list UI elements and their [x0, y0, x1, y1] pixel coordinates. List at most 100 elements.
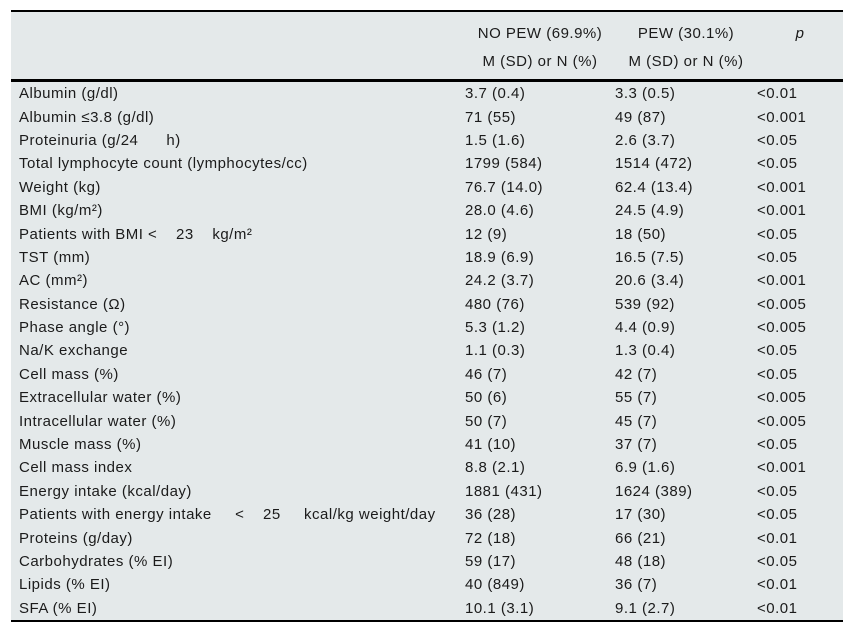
cell-pew-value: 62.4 (13.4)	[615, 178, 694, 196]
table-row: SFA (% EI) 10.1 (3.1) 9.1 (2.7) <0.01	[11, 597, 843, 621]
row-label: Total lymphocyte count (lymphocytes/cc)	[19, 155, 308, 173]
row-label: Patients with energy intake < 25 kcal/kg…	[19, 506, 436, 524]
cell-no-pew-value: 1.5 (1.6)	[465, 131, 526, 149]
header-empty-cell	[11, 11, 465, 48]
cell-pew-value: 16.5 (7.5)	[615, 248, 685, 266]
pew-comparison-table: NO PEW (69.9%) PEW (30.1%) p M (SD) or N…	[11, 10, 843, 622]
cell-p-value: <0.01	[757, 576, 798, 594]
table-row: Muscle mass (%) 41 (10) 37 (7) <0.05	[11, 433, 843, 456]
cell-p-value: <0.05	[757, 482, 798, 500]
row-label: Proteins (g/day)	[19, 529, 133, 547]
row-label: Carbohydrates (% EI)	[19, 553, 174, 570]
row-label: Albumin (g/dl)	[19, 85, 119, 103]
row-label: Lipids (% EI)	[19, 576, 111, 594]
row-label: Proteinuria (g/24 h)	[19, 131, 181, 149]
cell-p-value: <0.001	[757, 459, 807, 477]
cell-p-value: <0.05	[757, 131, 798, 149]
table-row: Patients with BMI < 23 kg/m² 12 (9) 18 (…	[11, 222, 843, 245]
cell-pew-value: 36 (7)	[615, 576, 658, 594]
cell-pew-value: 17 (30)	[615, 506, 667, 524]
row-label: Phase angle (°)	[19, 319, 131, 337]
header-row-groups: NO PEW (69.9%) PEW (30.1%) p	[11, 11, 843, 48]
cell-no-pew-value: 71 (55)	[465, 108, 517, 126]
table-row: Intracellular water (%) 50 (7) 45 (7) <0…	[11, 409, 843, 432]
cell-no-pew-value: 46 (7)	[465, 365, 508, 383]
table-row: Extracellular water (%) 50 (6) 55 (7) <0…	[11, 386, 843, 409]
cell-pew-value: 48 (18)	[615, 553, 667, 570]
cell-no-pew-value: 36 (28)	[465, 506, 517, 524]
cell-no-pew-value: 10.1 (3.1)	[465, 599, 535, 617]
table-row: Patients with energy intake < 25 kcal/kg…	[11, 503, 843, 526]
cell-pew-value: 42 (7)	[615, 365, 658, 383]
cell-p-value: <0.001	[757, 272, 807, 290]
cell-p-value: <0.05	[757, 553, 798, 570]
table-row: Cell mass index 8.8 (2.1) 6.9 (1.6) <0.0…	[11, 456, 843, 479]
cell-no-pew-value: 24.2 (3.7)	[465, 272, 535, 290]
cell-pew-value: 6.9 (1.6)	[615, 459, 676, 477]
cell-pew-value: 3.3 (0.5)	[615, 85, 676, 103]
cell-pew-value: 66 (21)	[615, 529, 667, 547]
cell-pew-value: 1514 (472)	[615, 155, 693, 173]
row-label: Energy intake (kcal/day)	[19, 482, 192, 500]
table-row: BMI (kg/m²) 28.0 (4.6) 24.5 (4.9) <0.001	[11, 199, 843, 222]
cell-pew-value: 1.3 (0.4)	[615, 342, 676, 360]
row-label: AC (mm²)	[19, 272, 88, 290]
header-p-sub-empty	[757, 48, 843, 81]
cell-no-pew-value: 28.0 (4.6)	[465, 202, 535, 220]
cell-p-value: <0.05	[757, 248, 798, 266]
cell-no-pew-value: 12 (9)	[465, 225, 508, 243]
cell-p-value: <0.005	[757, 319, 807, 337]
row-label: Na/K exchange	[19, 342, 129, 360]
cell-p-value: <0.05	[757, 506, 798, 524]
cell-no-pew-value: 72 (18)	[465, 529, 517, 547]
row-label: Intracellular water (%)	[19, 412, 177, 430]
header-p: p	[795, 24, 805, 42]
cell-no-pew-value: 41 (10)	[465, 436, 517, 454]
cell-pew-value: 2.6 (3.7)	[615, 131, 676, 149]
cell-p-value: <0.005	[757, 295, 807, 313]
row-label: Albumin ≤3.8 (g/dl)	[19, 108, 155, 126]
cell-no-pew-value: 1799 (584)	[465, 155, 543, 173]
table-row: Proteinuria (g/24 h) 1.5 (1.6) 2.6 (3.7)…	[11, 129, 843, 152]
cell-pew-value: 4.4 (0.9)	[615, 319, 676, 337]
table-row: Cell mass (%) 46 (7) 42 (7) <0.05	[11, 363, 843, 386]
table-row: Energy intake (kcal/day) 1881 (431) 1624…	[11, 480, 843, 503]
table-row: TST (mm) 18.9 (6.9) 16.5 (7.5) <0.05	[11, 246, 843, 269]
table-row: Albumin (g/dl) 3.7 (0.4) 3.3 (0.5) <0.01	[11, 81, 843, 106]
table-body: Albumin (g/dl) 3.7 (0.4) 3.3 (0.5) <0.01…	[11, 81, 843, 621]
row-label: BMI (kg/m²)	[19, 202, 103, 220]
row-label: Patients with BMI < 23 kg/m²	[19, 225, 253, 243]
cell-p-value: <0.05	[757, 225, 798, 243]
cell-p-value: <0.05	[757, 365, 798, 383]
table-row: Albumin ≤3.8 (g/dl) 71 (55) 49 (87) <0.0…	[11, 105, 843, 128]
cell-pew-value: 55 (7)	[615, 389, 658, 407]
cell-p-value: <0.005	[757, 412, 807, 430]
cell-no-pew-value: 50 (6)	[465, 389, 508, 407]
cell-no-pew-value: 5.3 (1.2)	[465, 319, 526, 337]
cell-pew-value: 37 (7)	[615, 436, 658, 454]
cell-pew-value: 1624 (389)	[615, 482, 693, 500]
cell-pew-value: 539 (92)	[615, 295, 675, 313]
table-row: Weight (kg) 76.7 (14.0) 62.4 (13.4) <0.0…	[11, 176, 843, 199]
table-row: Proteins (g/day) 72 (18) 66 (21) <0.01	[11, 526, 843, 549]
row-label: TST (mm)	[19, 248, 91, 266]
table-row: Phase angle (°) 5.3 (1.2) 4.4 (0.9) <0.0…	[11, 316, 843, 339]
table-header: NO PEW (69.9%) PEW (30.1%) p M (SD) or N…	[11, 11, 843, 81]
table-row: AC (mm²) 24.2 (3.7) 20.6 (3.4) <0.001	[11, 269, 843, 292]
header-empty-cell	[11, 48, 465, 81]
paper-table-sheet: NO PEW (69.9%) PEW (30.1%) p M (SD) or N…	[11, 10, 843, 622]
cell-no-pew-value: 1881 (431)	[465, 482, 543, 500]
cell-p-value: <0.001	[757, 202, 807, 220]
row-label: Muscle mass (%)	[19, 436, 142, 454]
cell-p-value: <0.001	[757, 178, 807, 196]
cell-no-pew-value: 3.7 (0.4)	[465, 85, 526, 103]
table-row: Lipids (% EI) 40 (849) 36 (7) <0.01	[11, 573, 843, 596]
cell-no-pew-value: 76.7 (14.0)	[465, 178, 544, 196]
cell-pew-value: 49 (87)	[615, 108, 667, 126]
header-no-pew-sub: M (SD) or N (%)	[482, 53, 598, 70]
table-row: Total lymphocyte count (lymphocytes/cc) …	[11, 152, 843, 175]
cell-no-pew-value: 1.1 (0.3)	[465, 342, 526, 360]
row-label: Extracellular water (%)	[19, 389, 182, 407]
cell-no-pew-value: 18.9 (6.9)	[465, 248, 535, 266]
row-label: Cell mass (%)	[19, 365, 119, 383]
